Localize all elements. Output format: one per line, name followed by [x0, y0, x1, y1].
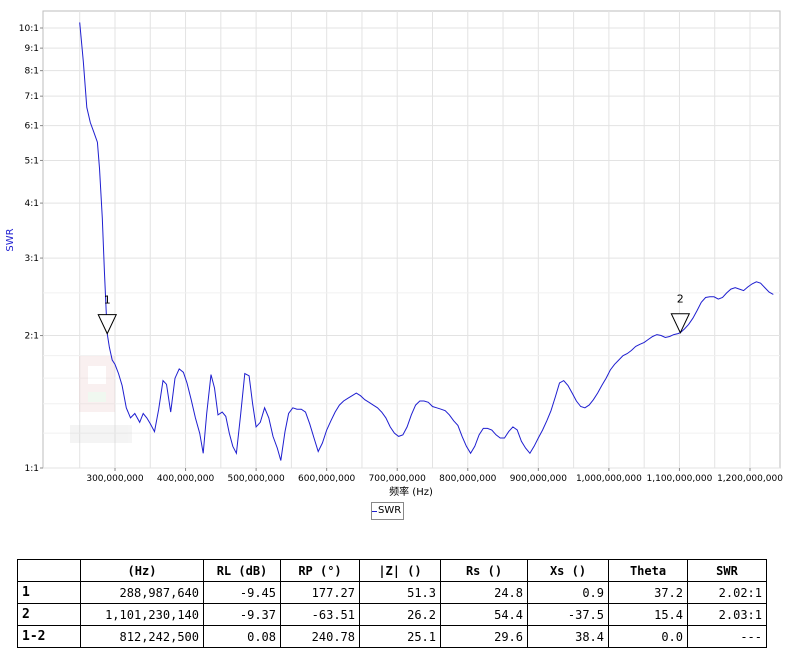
table-cell: 51.3 [359, 581, 441, 604]
table-header: (Hz) [80, 559, 204, 582]
x-tick-label: 1,000,000,000 [576, 474, 642, 484]
swr-series-line [79, 22, 774, 461]
table-header: RL (dB) [203, 559, 281, 582]
x-axis-title: 频率 (Hz) [389, 485, 433, 498]
table-cell: 24.8 [440, 581, 528, 604]
table-cell: 0.0 [608, 625, 688, 648]
table-header: Rs () [440, 559, 528, 582]
x-tick-label: 300,000,000 [86, 474, 144, 484]
table-row: 1-2 812,242,500 0.08 240.78 25.1 29.6 38… [17, 625, 767, 648]
marker-triangle [670, 313, 691, 334]
table-row: 1 288,987,640 -9.45 177.27 51.3 24.8 0.9… [17, 581, 767, 604]
table-cell: 1,101,230,140 [80, 603, 204, 626]
x-tick-label: 1,200,000,000 [717, 474, 783, 484]
x-tick-label: 600,000,000 [298, 474, 356, 484]
table-row: 2 1,101,230,140 -9.37 -63.51 26.2 54.4 -… [17, 603, 767, 626]
table-cell: 812,242,500 [80, 625, 204, 648]
y-tick-label: 3:1 [25, 254, 39, 264]
y-axis-title: SWR [5, 228, 16, 251]
table-cell: -9.45 [203, 581, 281, 604]
table-cell: --- [687, 625, 767, 648]
y-tick-label: 2:1 [25, 332, 39, 342]
table-header: Theta [608, 559, 688, 582]
table-cell: 38.4 [527, 625, 609, 648]
marker-label: 1 [104, 294, 111, 307]
table-cell: 2.03:1 [687, 603, 767, 626]
table-header: Xs () [527, 559, 609, 582]
plot-area [42, 10, 781, 469]
y-tick-label: 10:1 [19, 24, 39, 34]
swr-chart: 10:1 9:1 8:1 7:1 6:1 5:1 4:1 3:1 2:1 1:1 300,000,… [5, 10, 783, 498]
table-cell: 0.9 [527, 581, 609, 604]
legend-swatch [372, 510, 377, 512]
table-cell: 37.2 [608, 581, 688, 604]
y-tick-label: 7:1 [25, 92, 39, 102]
row-label: 1-2 [17, 625, 81, 648]
x-tick-label: 900,000,000 [510, 474, 568, 484]
table-cell: 25.1 [359, 625, 441, 648]
table-cell: 177.27 [280, 581, 360, 604]
table-header [17, 559, 81, 582]
table-cell: 15.4 [608, 603, 688, 626]
table-cell: 240.78 [280, 625, 360, 648]
table-header: SWR [687, 559, 767, 582]
y-tick-label: 1:1 [25, 464, 39, 474]
table-cell: -9.37 [203, 603, 281, 626]
marker-triangle [97, 314, 118, 335]
x-tick-label: 1,100,000,000 [647, 474, 713, 484]
marker-label: 2 [677, 293, 684, 306]
x-tick-label: 400,000,000 [157, 474, 215, 484]
legend: SWR [371, 502, 405, 520]
y-tick-label: 9:1 [25, 44, 39, 54]
table-header: RP (°) [280, 559, 360, 582]
watermark-logo [70, 356, 132, 443]
marker-table: (Hz) RL (dB) RP (°) |Z| () Rs () Xs () T… [17, 559, 767, 648]
table-header: |Z| () [359, 559, 441, 582]
table-cell: 54.4 [440, 603, 528, 626]
table-cell: 29.6 [440, 625, 528, 648]
y-tick-label: 4:1 [25, 199, 39, 209]
x-tick-labels: 300,000,000 400,000,000 500,000,000 600,000… [86, 468, 783, 484]
table-cell: 2.02:1 [687, 581, 767, 604]
row-label: 1 [17, 581, 81, 604]
table-cell: 26.2 [359, 603, 441, 626]
y-tick-label: 6:1 [25, 122, 39, 132]
legend-label: SWR [378, 505, 402, 516]
y-tick-labels: 10:1 9:1 8:1 7:1 6:1 5:1 4:1 3:1 2:1 1:1 [19, 24, 43, 474]
grid [43, 11, 780, 469]
y-tick-label: 5:1 [25, 156, 39, 166]
table-header-row: (Hz) RL (dB) RP (°) |Z| () Rs () Xs () T… [17, 559, 767, 582]
x-tick-label: 700,000,000 [369, 474, 427, 484]
table-cell: 0.08 [203, 625, 281, 648]
row-label: 2 [17, 603, 81, 626]
x-tick-label: 800,000,000 [439, 474, 497, 484]
table-cell: -63.51 [280, 603, 360, 626]
table-cell: 288,987,640 [80, 581, 204, 604]
table-cell: -37.5 [527, 603, 609, 626]
y-tick-label: 8:1 [25, 67, 39, 77]
x-tick-label: 500,000,000 [227, 474, 285, 484]
